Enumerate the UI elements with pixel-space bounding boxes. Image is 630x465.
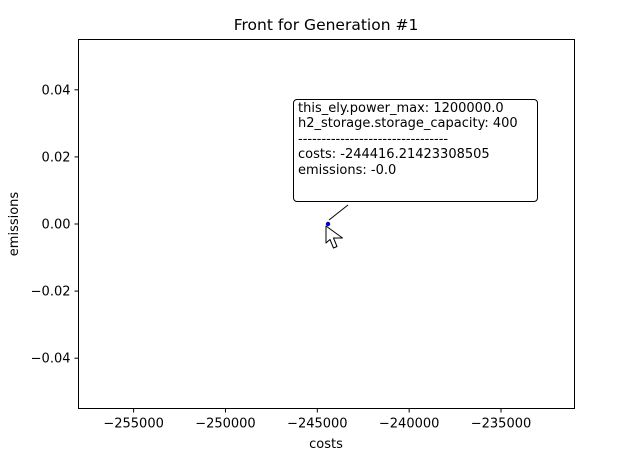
x-tick-label: −235000	[471, 417, 532, 432]
y-axis-label: emissions	[7, 192, 22, 257]
x-tick-label: −255000	[103, 417, 164, 432]
data-point[interactable]	[325, 221, 331, 227]
data-points	[325, 221, 331, 227]
annotation-line: h2_storage.storage_capacity: 400	[298, 116, 518, 132]
annotation-line: this_ely.power_max: 1200000.0	[298, 101, 504, 116]
annotation-connector	[328, 204, 349, 221]
annotation-line: emissions: -0.0	[298, 162, 397, 178]
x-tick-label: −240000	[379, 417, 440, 432]
y-tick-label: 0.00	[42, 218, 71, 233]
annotation-line: --------------------------------	[298, 131, 449, 147]
annotation-line: costs: -244416.21423308505	[298, 147, 490, 163]
x-tick-label: −245000	[287, 417, 348, 432]
point-annotation: this_ely.power_max: 1200000.0 h2_storage.…	[293, 99, 538, 202]
y-tick-label: −0.04	[31, 352, 71, 367]
y-tick-label: 0.02	[42, 150, 71, 165]
x-axis: −255000 −250000 −245000 −240000 −235000	[103, 408, 532, 432]
x-tick-label: −250000	[195, 417, 256, 432]
y-tick-label: −0.02	[31, 285, 71, 300]
chart-title: Front for Generation #1	[234, 16, 419, 34]
mouse-pointer-icon	[325, 225, 343, 249]
y-tick-label: 0.04	[42, 83, 71, 98]
x-axis-label: costs	[309, 437, 343, 452]
y-axis: 0.04 0.02 0.00 −0.02 −0.04	[31, 83, 79, 367]
